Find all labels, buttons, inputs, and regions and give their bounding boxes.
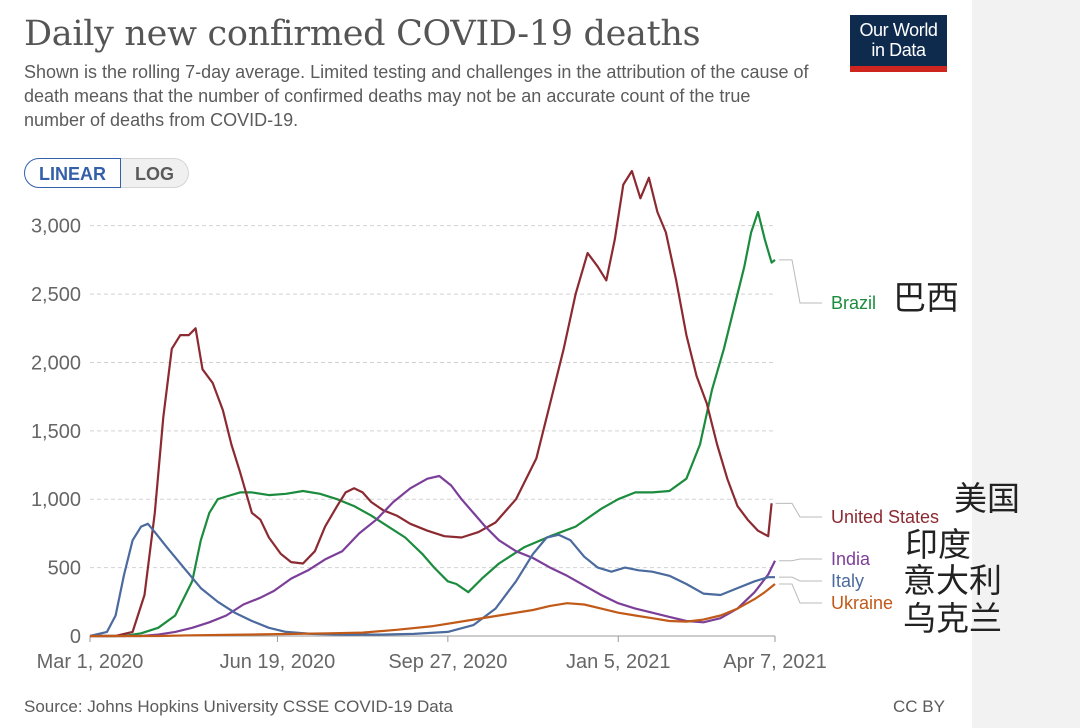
series-line-brazil: [90, 210, 776, 638]
y-tick-label: 1,500: [31, 421, 81, 443]
y-tick-label: 0: [70, 626, 81, 648]
legend-label: United States: [831, 507, 939, 527]
series-line-india: [90, 474, 776, 638]
annotation-brazil: 巴西: [893, 278, 959, 317]
license-note[interactable]: CC BY: [893, 697, 945, 716]
legend-connector: [779, 576, 822, 582]
x-tick-label: Sep 27, 2020: [388, 651, 507, 673]
y-tick-label: 2,000: [31, 352, 81, 374]
legend-label: Ukraine: [831, 593, 893, 613]
legend-connector: [775, 502, 822, 518]
y-tick-label: 2,500: [31, 284, 81, 306]
x-tick-label: Apr 7, 2021: [723, 651, 826, 673]
y-tick-label: 1,000: [31, 489, 81, 511]
linear-scale-button[interactable]: LINEAR: [24, 158, 121, 188]
y-tick-label: 500: [48, 558, 81, 580]
source-note[interactable]: Source: Johns Hopkins University CSSE CO…: [24, 697, 453, 716]
logo-red-bar: [850, 66, 947, 72]
legend-label: Italy: [831, 571, 864, 591]
legend-label: Brazil: [831, 293, 876, 313]
annotation-united-states: 美国: [954, 479, 1020, 518]
legend-connector: [779, 583, 822, 604]
y-tick-label: 3,000: [31, 216, 81, 238]
owid-logo[interactable]: Our World in Data: [850, 15, 947, 72]
legend-label: India: [831, 549, 871, 569]
series-line-italy: [89, 522, 775, 638]
chart-title: Daily new confirmed COVID-19 deaths: [24, 14, 701, 54]
series-line-united-states: [90, 169, 773, 638]
axis-layer: 0 500 1,000 1,500 2,000 2,500 3,000 Mar 1, 2020…: [31, 216, 827, 673]
scale-toggle: LINEAR LOG: [24, 158, 189, 188]
grid-layer: [90, 225, 775, 569]
legend-connector: [779, 558, 822, 562]
x-tick-label: Jun 19, 2020: [220, 651, 336, 673]
series-layer: [89, 169, 776, 638]
chart-subtitle: Shown is the rolling 7-day average. Limi…: [24, 62, 809, 130]
log-scale-button[interactable]: LOG: [121, 158, 189, 188]
annotation-ukraine: 乌克兰: [903, 599, 1002, 638]
side-panel: [972, 0, 1080, 728]
series-line-ukraine: [90, 583, 776, 638]
annotation-italy: 意大利: [903, 561, 1002, 600]
logo-line-2: in Data: [871, 40, 926, 60]
logo-line-1: Our World: [859, 20, 938, 40]
x-tick-label: Jan 5, 2021: [566, 651, 671, 673]
legend-connector: [779, 259, 822, 304]
annotation-india: 印度: [905, 525, 971, 564]
x-tick-label: Mar 1, 2020: [37, 651, 144, 673]
